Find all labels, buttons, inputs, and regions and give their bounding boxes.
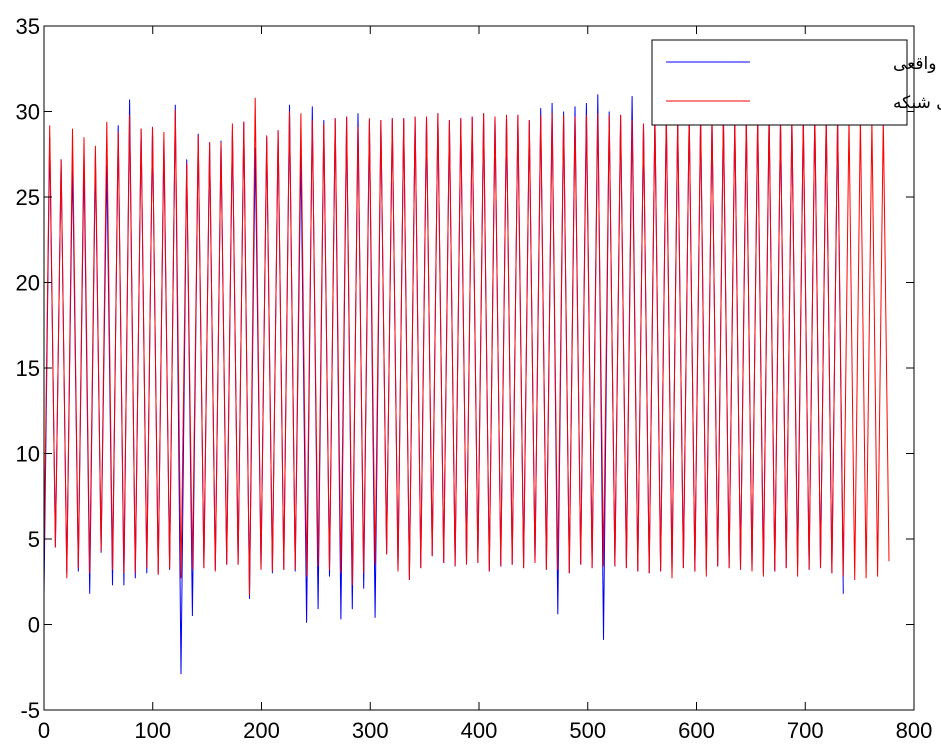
y-tick-label: 25	[16, 185, 40, 210]
y-tick-label: 15	[16, 356, 40, 381]
x-axis: 0 100 200 300 400 500 600 700 800	[38, 26, 932, 743]
legend-label-series-2: خروجی شبکه	[893, 93, 941, 113]
legend-label-series-1: داده های واقعی	[893, 54, 941, 74]
y-tick-label: 35	[16, 14, 40, 39]
x-tick-label: 500	[569, 718, 606, 743]
x-tick-label: 0	[38, 718, 50, 743]
y-tick-label: -5	[20, 698, 40, 723]
legend: داده های واقعی خروجی شبکه	[651, 39, 941, 126]
series-line-2	[43, 97, 890, 596]
x-tick-label: 700	[787, 718, 824, 743]
x-tick-label: 100	[134, 718, 171, 743]
x-tick-label: 600	[678, 718, 715, 743]
y-tick-label: 5	[28, 527, 40, 552]
y-axis: -5 0 5 10 15 20 25 30 35	[16, 14, 914, 723]
y-tick-label: 30	[16, 100, 40, 125]
x-tick-label: 800	[896, 718, 933, 743]
x-tick-label: 200	[243, 718, 280, 743]
x-tick-label: 400	[461, 718, 498, 743]
y-tick-label: 0	[28, 613, 40, 638]
y-tick-label: 20	[16, 271, 40, 296]
y-tick-label: 10	[16, 442, 40, 467]
x-tick-label: 300	[352, 718, 389, 743]
legend-box	[651, 39, 908, 126]
series-layer	[43, 94, 890, 675]
